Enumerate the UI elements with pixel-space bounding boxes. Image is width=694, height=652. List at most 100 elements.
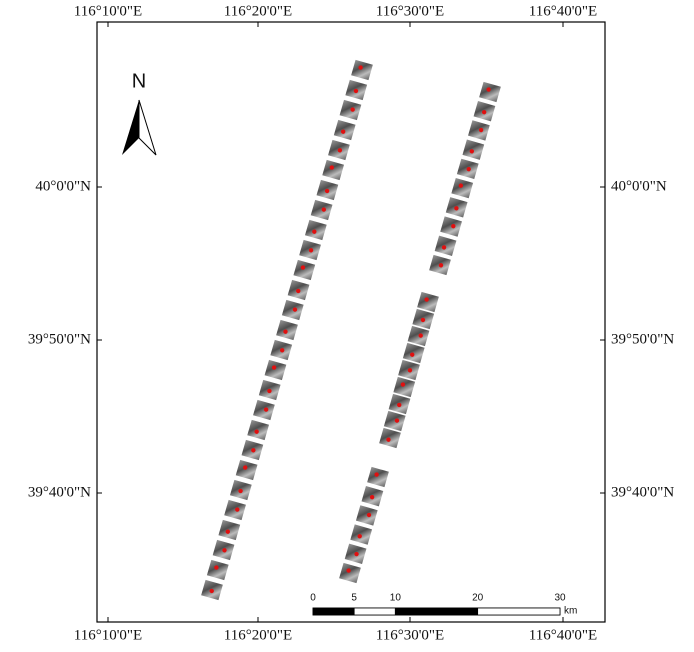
top-lon-label: 116°30'0"E xyxy=(376,3,444,19)
image-tile xyxy=(345,80,367,100)
image-tile xyxy=(265,360,287,380)
right-lat-label: 40°0'0"N xyxy=(611,178,667,194)
image-tiles xyxy=(201,60,501,600)
image-tile xyxy=(288,280,310,300)
image-tile xyxy=(356,505,378,525)
scale-bar-unit: km xyxy=(564,606,577,617)
image-tile xyxy=(393,377,415,397)
image-tile xyxy=(412,309,434,329)
tile-image xyxy=(305,220,327,240)
tile-image xyxy=(247,420,269,440)
image-tile xyxy=(440,216,462,236)
image-tile xyxy=(446,197,468,217)
image-tile xyxy=(317,180,339,200)
tile-image xyxy=(468,120,490,140)
image-tile xyxy=(247,420,269,440)
tile-image xyxy=(339,563,361,583)
bottom-lon-label: 116°40'0"E xyxy=(529,627,597,643)
image-tile xyxy=(384,411,406,431)
tile-image xyxy=(236,460,258,480)
image-tile xyxy=(201,580,223,600)
image-tile xyxy=(479,82,501,102)
tile-image xyxy=(417,292,439,312)
image-tile xyxy=(451,178,473,198)
map: N 116°10'0"E116°10'0"E116°20'0"E116°20'0… xyxy=(0,0,694,652)
scale-bar-label: 10 xyxy=(390,593,402,604)
image-tile xyxy=(213,540,235,560)
image-tile xyxy=(311,200,333,220)
tile-image xyxy=(218,520,240,540)
scale-bar-label: 5 xyxy=(351,593,357,604)
tile-image xyxy=(207,560,229,580)
image-tile xyxy=(270,340,292,360)
image-tile xyxy=(328,140,350,160)
image-tile xyxy=(389,394,411,414)
image-tile xyxy=(403,343,425,363)
north-label: N xyxy=(132,70,146,92)
tile-image xyxy=(340,100,362,120)
image-tile xyxy=(462,139,484,159)
left-lat-label: 39°50'0"N xyxy=(28,331,91,347)
tile-image xyxy=(293,260,315,280)
image-tile xyxy=(236,460,258,480)
tile-image xyxy=(322,160,344,180)
scale-bar-label: 0 xyxy=(310,593,316,604)
scale-bar-label: 30 xyxy=(554,593,566,604)
tile-image xyxy=(451,178,473,198)
tile-image xyxy=(351,60,373,80)
image-tile xyxy=(345,544,367,564)
scale-bar-label: 20 xyxy=(472,593,484,604)
tile-image xyxy=(276,320,298,340)
tile-image xyxy=(367,467,389,487)
tile-image xyxy=(384,411,406,431)
image-tile xyxy=(340,100,362,120)
image-tile xyxy=(362,486,384,506)
scale-bar-segment xyxy=(313,608,354,615)
tile-image xyxy=(356,505,378,525)
bottom-lon-label: 116°20'0"E xyxy=(224,627,292,643)
right-lat-label: 39°50'0"N xyxy=(611,331,674,347)
tile-image xyxy=(253,400,275,420)
image-tile xyxy=(468,120,490,140)
image-tile xyxy=(305,220,327,240)
image-tile xyxy=(398,360,420,380)
north-arrow: N xyxy=(122,70,156,155)
image-tile xyxy=(339,563,361,583)
top-lon-label: 116°40'0"E xyxy=(529,3,597,19)
bottom-lon-label: 116°30'0"E xyxy=(376,627,444,643)
image-tile xyxy=(253,400,275,420)
image-tile xyxy=(322,160,344,180)
image-tile xyxy=(299,240,321,260)
tile-image xyxy=(265,360,287,380)
image-tile xyxy=(259,380,281,400)
image-tile xyxy=(218,520,240,540)
bottom-lon-label: 116°10'0"E xyxy=(74,627,142,643)
image-tile xyxy=(350,524,372,544)
tile-image xyxy=(282,300,304,320)
image-tile xyxy=(417,292,439,312)
image-tile xyxy=(367,467,389,487)
image-tile xyxy=(429,255,451,275)
scale-bar-segment xyxy=(354,608,395,615)
left-lat-label: 39°40'0"N xyxy=(28,484,91,500)
image-tile xyxy=(457,159,479,179)
right-lat-label: 39°40'0"N xyxy=(611,484,674,500)
image-tile xyxy=(435,236,457,256)
tile-image xyxy=(393,377,415,397)
tile-image xyxy=(462,139,484,159)
scale-bar-segment xyxy=(395,608,477,615)
tile-image xyxy=(334,120,356,140)
tile-image xyxy=(224,500,246,520)
image-tile xyxy=(379,428,401,448)
tile-image xyxy=(479,82,501,102)
image-tile xyxy=(230,480,252,500)
tile-image xyxy=(435,236,457,256)
image-tile xyxy=(224,500,246,520)
tile-image xyxy=(311,200,333,220)
image-tile xyxy=(334,120,356,140)
image-tile xyxy=(293,260,315,280)
tile-image xyxy=(408,326,430,346)
tile-image xyxy=(440,216,462,236)
tile-image xyxy=(403,343,425,363)
image-tile xyxy=(474,101,496,121)
